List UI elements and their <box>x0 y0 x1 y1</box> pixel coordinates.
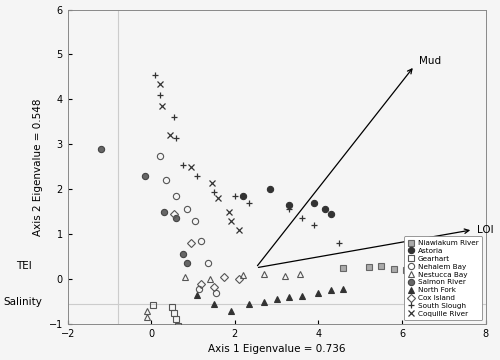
Text: Mud: Mud <box>418 56 441 66</box>
Text: Salinity: Salinity <box>4 297 42 307</box>
Legend: Niawiakum River, Astoria, Gearhart, Nehalem Bay, Nestucca Bay, Salmon River, Nor: Niawiakum River, Astoria, Gearhart, Neha… <box>404 237 482 320</box>
Text: LOI: LOI <box>477 225 494 235</box>
Y-axis label: Axis 2 Eigenvalue = 0.548: Axis 2 Eigenvalue = 0.548 <box>33 98 43 235</box>
Text: TEI: TEI <box>16 261 32 271</box>
X-axis label: Axis 1 Eigenvalue = 0.736: Axis 1 Eigenvalue = 0.736 <box>208 345 346 355</box>
